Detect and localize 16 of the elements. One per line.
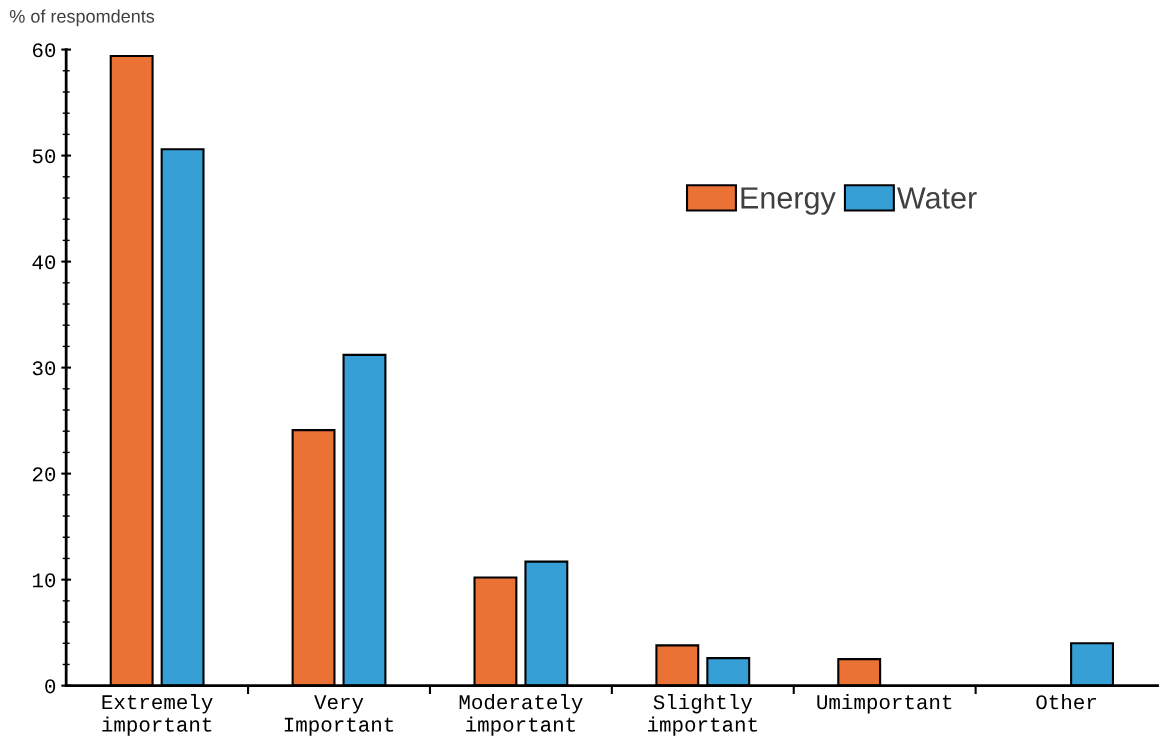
x-tick-label: Extremely important <box>102 694 213 736</box>
y-axis-title: % of respomdents <box>9 9 155 27</box>
x-tick-label: Other <box>1036 694 1096 710</box>
y-tick-label: 30 <box>32 361 56 376</box>
x-tick-label: Umimportant <box>817 694 952 714</box>
y-tick-label: 50 <box>32 149 56 164</box>
x-tick-label: Very Important <box>284 695 394 736</box>
legend-label: Water <box>897 187 977 209</box>
y-tick-label: 60 <box>32 43 56 58</box>
y-tick-label: 40 <box>32 255 56 270</box>
y-tick-label: 20 <box>32 467 56 482</box>
legend-label: Energy <box>741 187 836 215</box>
y-tick-label: 0 <box>45 679 56 694</box>
x-tick-label: Slightly important <box>647 694 757 736</box>
x-tick-label: Moderately important <box>459 694 583 736</box>
y-tick-label: 10 <box>32 573 56 588</box>
